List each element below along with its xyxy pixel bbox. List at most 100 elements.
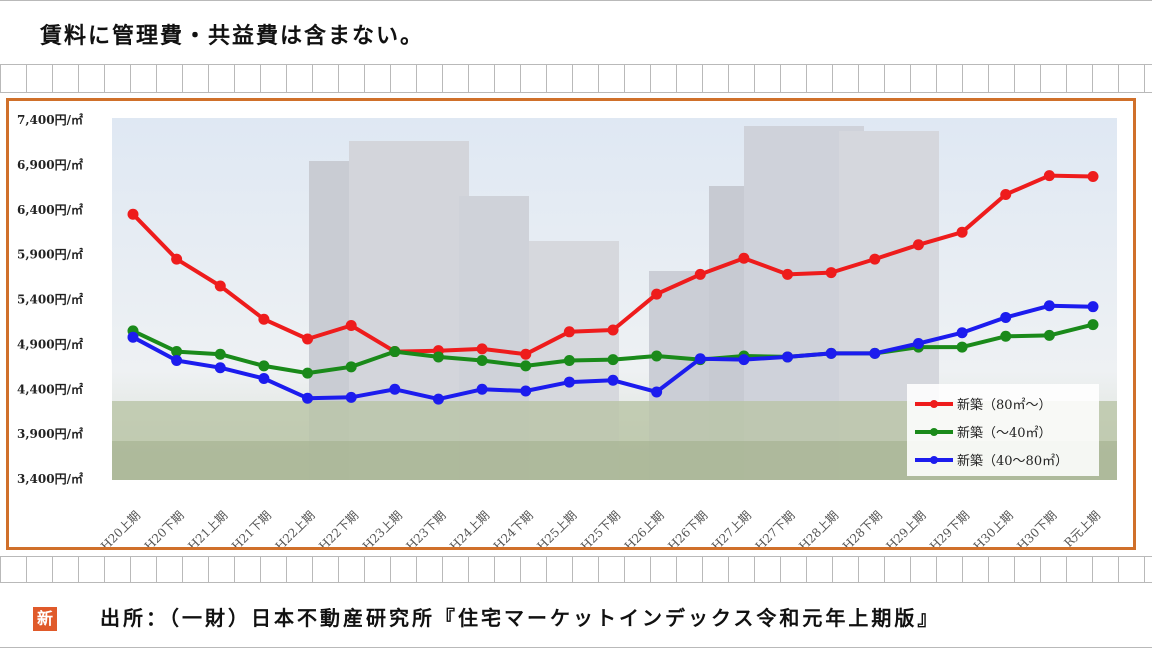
data-point <box>738 252 750 264</box>
y-tick-label: 4,400円/㎡ <box>17 381 83 396</box>
x-tick-label: H26上期 <box>622 508 667 547</box>
x-tick-label: H20上期 <box>98 508 143 547</box>
data-point <box>563 326 575 338</box>
data-point <box>258 313 270 325</box>
data-point <box>956 341 968 353</box>
x-axis: H20上期H20下期H21上期H21下期H22上期H22下期H23上期H23下期… <box>98 508 1103 553</box>
x-tick-label: R元上期 <box>1061 508 1103 547</box>
data-point <box>1087 301 1099 313</box>
data-point <box>127 208 139 220</box>
legend-marker-blue <box>930 456 938 464</box>
data-point <box>1000 311 1012 323</box>
data-point <box>825 267 837 279</box>
data-point <box>302 392 314 404</box>
line-chart: 3,400円/㎡ 3,900円/㎡ 4,400円/㎡ 4,900円/㎡ 5,400円/㎡… <box>17 112 1117 553</box>
x-tick-label: H29上期 <box>883 508 928 547</box>
y-tick-label: 6,900円/㎡ <box>17 157 83 172</box>
x-tick-label: H22下期 <box>316 508 361 547</box>
data-point <box>1043 170 1055 182</box>
data-point <box>651 350 663 362</box>
x-tick-label: H21上期 <box>185 508 230 547</box>
x-tick-label: H30上期 <box>971 508 1016 547</box>
x-tick-label: H30下期 <box>1014 508 1059 547</box>
data-point <box>258 360 270 372</box>
data-point <box>782 268 794 280</box>
data-point <box>520 385 532 397</box>
data-point <box>607 324 619 336</box>
x-tick-label: H27上期 <box>709 508 754 547</box>
data-point <box>171 346 183 358</box>
data-point <box>476 383 488 395</box>
data-point <box>563 376 575 388</box>
data-point <box>825 347 837 359</box>
data-point <box>912 239 924 251</box>
y-tick-label: 6,400円/㎡ <box>17 202 83 217</box>
data-point <box>956 226 968 238</box>
data-point <box>563 355 575 367</box>
data-point <box>214 348 226 360</box>
x-tick-label: H24上期 <box>447 508 492 547</box>
data-point <box>389 383 401 395</box>
data-point <box>869 347 881 359</box>
data-point <box>432 351 444 363</box>
x-tick-label: H28下期 <box>840 508 885 547</box>
legend-label-green: 新築（～40㎡） <box>957 425 1052 441</box>
data-point <box>1000 188 1012 200</box>
series-lines <box>127 170 1099 405</box>
y-axis: 3,400円/㎡ 3,900円/㎡ 4,400円/㎡ 4,900円/㎡ 5,400円/㎡… <box>17 112 83 486</box>
legend-label-blue: 新築（40～80㎡） <box>957 453 1068 469</box>
data-point <box>302 333 314 345</box>
y-tick-label: 4,900円/㎡ <box>17 336 83 351</box>
legend-marker-green <box>930 428 938 436</box>
data-point <box>1087 171 1099 183</box>
chart-frame: 3,400円/㎡ 3,900円/㎡ 4,400円/㎡ 4,900円/㎡ 5,400円/㎡… <box>6 98 1136 631</box>
data-point <box>607 354 619 366</box>
x-tick-label: H25下期 <box>578 508 623 547</box>
data-point <box>171 253 183 265</box>
legend-label-red: 新築（80㎡～） <box>957 397 1052 413</box>
x-tick-label: H24下期 <box>491 508 536 547</box>
data-point <box>432 393 444 405</box>
data-point <box>345 320 357 332</box>
data-point <box>476 343 488 355</box>
grid-strip-top <box>0 64 1152 93</box>
new-badge-icon: 新 <box>33 607 57 631</box>
x-tick-label: H29下期 <box>927 508 972 547</box>
x-tick-label: H20下期 <box>142 508 187 547</box>
data-point <box>127 331 139 343</box>
data-point <box>694 268 706 280</box>
data-point <box>694 353 706 365</box>
data-point <box>782 351 794 363</box>
grid-strip-bottom <box>0 556 1152 583</box>
data-point <box>345 391 357 403</box>
data-point <box>520 360 532 372</box>
x-tick-label: H23上期 <box>360 508 405 547</box>
data-point <box>869 253 881 265</box>
y-tick-label: 3,900円/㎡ <box>17 426 83 441</box>
data-point <box>214 280 226 292</box>
y-tick-label: 3,400円/㎡ <box>17 471 83 486</box>
y-tick-label: 7,400円/㎡ <box>17 112 83 127</box>
data-point <box>258 372 270 384</box>
x-tick-label: H28上期 <box>796 508 841 547</box>
source-caption: 出所：（一財）日本不動産研究所『住宅マーケットインデックス令和元年上期版』 <box>100 606 941 630</box>
data-point <box>651 386 663 398</box>
data-point <box>738 354 750 366</box>
data-point <box>956 327 968 339</box>
top-rule <box>0 0 1152 1</box>
x-tick-label: H22上期 <box>273 508 318 547</box>
data-point <box>1000 330 1012 342</box>
x-tick-label: H21下期 <box>229 508 274 547</box>
header-note: 賃料に管理費・共益費は含まない。 <box>40 24 425 49</box>
y-tick-label: 5,400円/㎡ <box>17 292 83 307</box>
legend-marker-red <box>930 400 938 408</box>
x-tick-label: H23下期 <box>403 508 448 547</box>
data-point <box>214 362 226 374</box>
data-point <box>1043 329 1055 341</box>
x-tick-label: H26下期 <box>665 508 710 547</box>
data-point <box>1043 300 1055 312</box>
data-point <box>302 367 314 379</box>
y-tick-label: 5,900円/㎡ <box>17 247 83 262</box>
x-tick-label: H27下期 <box>753 508 798 547</box>
data-point <box>476 355 488 367</box>
